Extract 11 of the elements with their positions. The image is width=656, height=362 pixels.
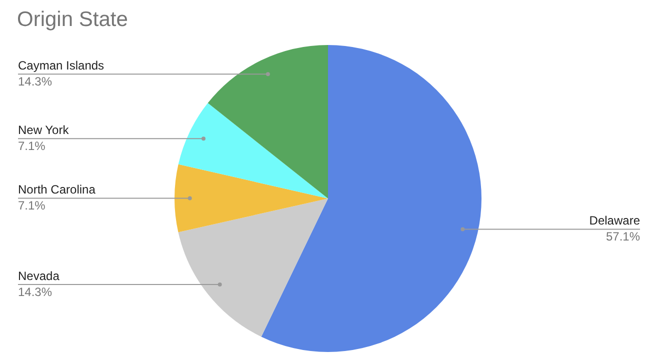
data-label: 7.1%: [18, 198, 46, 213]
slice-label: Nevada: [18, 268, 60, 283]
data-label: 7.1%: [18, 138, 46, 153]
data-label: 57.1%: [606, 230, 640, 244]
data-label: 14.3%: [18, 284, 52, 299]
slice-label: New York: [18, 122, 70, 137]
slice-label: North Carolina: [18, 182, 96, 197]
slice-label: Delaware: [589, 214, 640, 228]
data-label: 14.3%: [18, 74, 52, 88]
slice-label: Cayman Islands: [18, 58, 104, 72]
chart-title: Origin State: [17, 8, 128, 32]
